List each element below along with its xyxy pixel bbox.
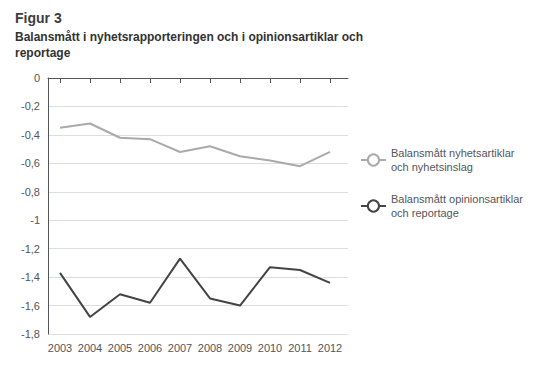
- svg-text:-1,8: -1,8: [21, 328, 40, 340]
- svg-text:reportage: reportage: [15, 46, 71, 60]
- svg-text:2003: 2003: [48, 342, 72, 354]
- svg-text:Balansmått opinionsartiklar: Balansmått opinionsartiklar: [391, 193, 523, 205]
- svg-text:2005: 2005: [108, 342, 132, 354]
- svg-text:Figur 3: Figur 3: [15, 10, 62, 26]
- svg-text:-0,8: -0,8: [21, 186, 40, 198]
- svg-text:-1,6: -1,6: [21, 300, 40, 312]
- svg-text:-0,4: -0,4: [21, 129, 40, 141]
- svg-text:0: 0: [34, 72, 40, 84]
- svg-text:2009: 2009: [228, 342, 252, 354]
- svg-text:2006: 2006: [138, 342, 162, 354]
- svg-text:2012: 2012: [318, 342, 342, 354]
- svg-text:-0,6: -0,6: [21, 157, 40, 169]
- svg-text:2011: 2011: [288, 342, 312, 354]
- svg-text:och reportage: och reportage: [391, 207, 459, 219]
- svg-text:2007: 2007: [168, 342, 192, 354]
- svg-text:Balansmått nyhetsartiklar: Balansmått nyhetsartiklar: [391, 147, 515, 159]
- svg-text:-0,2: -0,2: [21, 100, 40, 112]
- svg-text:-1,2: -1,2: [21, 243, 40, 255]
- svg-text:-1: -1: [30, 214, 40, 226]
- svg-text:2008: 2008: [198, 342, 222, 354]
- svg-text:och nyhetsinslag: och nyhetsinslag: [391, 161, 473, 173]
- svg-text:Balansmått i nyhetsrapporterin: Balansmått i nyhetsrapporteringen och i …: [15, 30, 363, 44]
- svg-text:2010: 2010: [258, 342, 282, 354]
- svg-text:-1,4: -1,4: [21, 271, 40, 283]
- svg-text:2004: 2004: [78, 342, 102, 354]
